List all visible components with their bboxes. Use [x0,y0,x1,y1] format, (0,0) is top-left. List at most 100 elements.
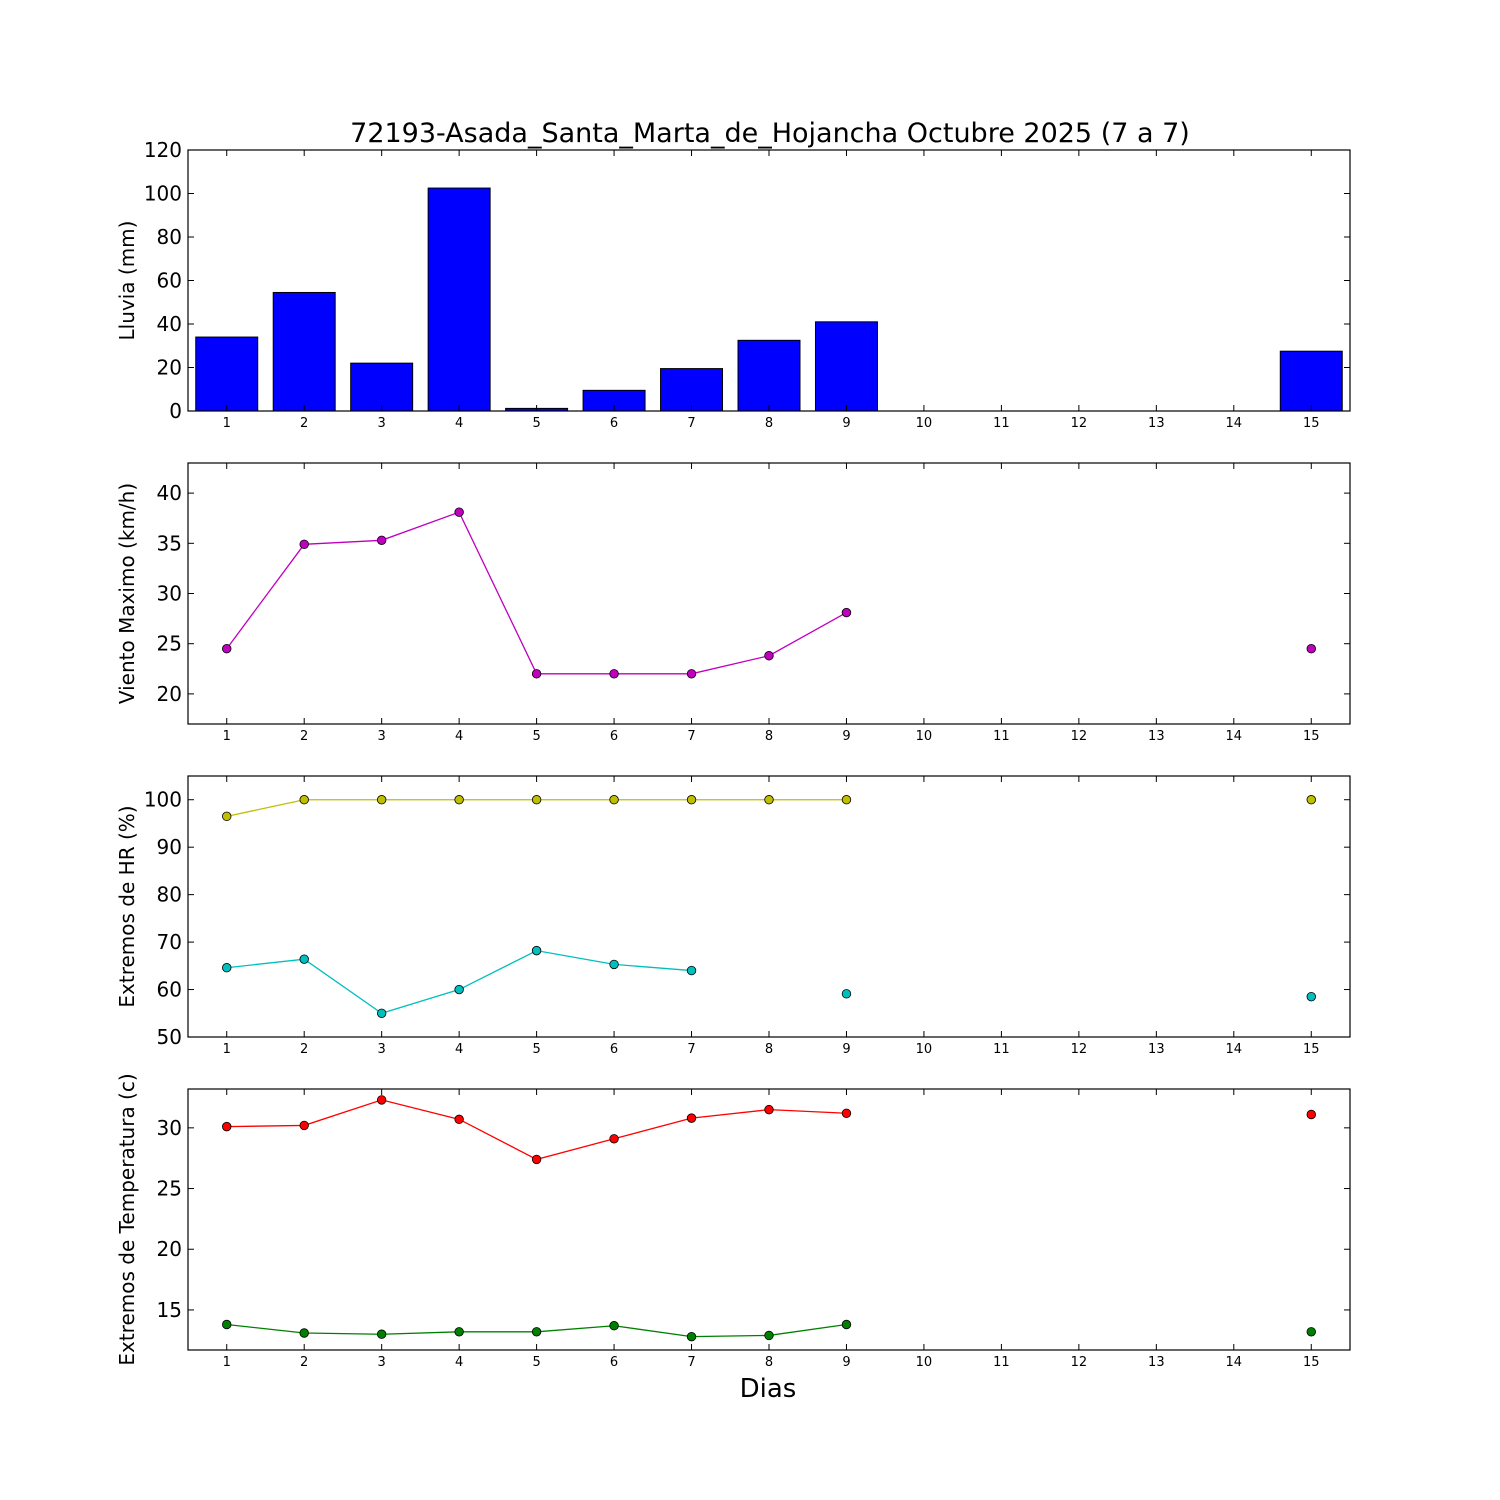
series-2-point-day-8 [764,1330,774,1341]
x-tick-label: 1 [223,416,231,431]
series-2-point-day-3 [376,1008,387,1018]
bar-day-2 [272,291,336,412]
panel-1: 1 2 3 4 5 6 7 8 9 10 11 12 13 14 15020406080100120Lluv… [115,138,1351,431]
bar-day-4 [427,187,491,412]
series-1-point-day-7 [686,1113,697,1123]
y-tick-label: 35 [157,531,182,555]
series-1-point-day-3 [376,1095,387,1105]
series-2-point-day-15 [1306,1327,1316,1337]
series-1-point-day-7 [686,795,697,805]
x-tick-label: 5 [532,1355,540,1370]
y-axis-label: Extremos de Temperatura (c) [115,1073,139,1365]
bar-day-7 [660,368,724,412]
x-tick-label: 6 [610,729,618,744]
y-tick-label: 30 [157,1116,182,1140]
x-tick-label: 3 [378,729,386,744]
x-tick-label: 2 [300,729,308,744]
series-2-point-day-1 [222,963,232,973]
series-1-point-day-5 [531,669,542,679]
y-tick-label: 80 [157,225,182,249]
series-1-point-day-6 [609,669,619,679]
series-1-point-day-8 [764,1104,774,1115]
x-tick-label: 12 [1071,1042,1088,1057]
x-tick-label: 8 [765,416,773,431]
series-2-point-day-2 [299,1328,309,1338]
x-tick-label: 15 [1303,729,1320,744]
x-tick-label: 6 [610,1355,618,1370]
series-1-point-day-2 [299,539,309,550]
bar-day-8 [737,339,801,412]
x-tick-label: 9 [842,729,850,744]
series-1-point-day-2 [299,795,309,805]
series-1-point-day-15 [1306,795,1316,805]
series-2-point-day-15 [1306,991,1316,1002]
x-tick-label: 6 [610,416,618,431]
series-1-point-day-1 [222,644,232,654]
bar-day-3 [350,362,414,412]
y-tick-label: 90 [157,835,182,859]
x-tick-label: 3 [378,1042,386,1057]
series-1-point-day-2 [299,1120,309,1131]
x-tick-label: 7 [687,416,695,431]
y-axis-label: Viento Maximo (km/h) [115,483,139,704]
x-tick-label: 13 [1148,729,1165,744]
x-tick-label: 10 [916,1042,933,1057]
x-tick-label: 3 [378,1355,386,1370]
series-1-point-day-9 [841,607,852,618]
series-1-point-day-8 [764,651,774,661]
x-tick-label: 4 [455,416,463,431]
x-tick-label: 1 [223,729,231,744]
series-1-point-day-4 [454,507,464,517]
series-2-point-day-3 [376,1329,387,1339]
x-tick-label: 9 [842,416,850,431]
x-tick-label: 2 [300,1355,308,1370]
x-tick-label: 7 [687,1355,695,1370]
panel-3: 1 2 3 4 5 6 7 8 9 10 11 12 13 14 155060708090100Extrem… [115,775,1351,1057]
x-tick-label: 15 [1303,1355,1320,1370]
y-axis-label: Extremos de HR (%) [115,805,139,1007]
x-tick-label: 12 [1071,1355,1088,1370]
series-1-point-day-6 [609,795,619,805]
x-tick-label: 13 [1148,1355,1165,1370]
series-1-point-day-15 [1306,644,1316,654]
series-1-line-1 [226,511,847,675]
series-2-point-day-6 [609,959,619,970]
y-tick-label: 100 [144,182,182,206]
x-tick-label: 11 [993,416,1010,431]
series-1-point-day-6 [609,1134,619,1144]
y-tick-label: 0 [169,399,182,423]
panels: 1 2 3 4 5 6 7 8 9 10 11 12 13 14 15020406080100120Lluv… [115,138,1351,1370]
bar-day-1 [195,336,259,412]
x-tick-label: 4 [455,1042,463,1057]
x-tick-label: 15 [1303,416,1320,431]
x-tick-label: 8 [765,1355,773,1370]
y-axis-label: Lluvia (mm) [115,221,139,341]
bar-day-9 [814,321,878,412]
series-1-point-day-4 [454,795,464,805]
chart-title: 72193-Asada_Santa_Marta_de_Hojancha Octu… [350,118,1190,149]
x-tick-label: 3 [378,416,386,431]
x-tick-label: 11 [993,1355,1010,1370]
series-2-point-day-1 [222,1319,232,1330]
y-tick-label: 40 [157,312,182,336]
x-tick-label: 12 [1071,729,1088,744]
y-tick-label: 25 [157,1177,182,1201]
bar-day-15 [1279,350,1343,412]
series-1-point-day-9 [841,1108,852,1118]
x-tick-label: 14 [1226,416,1243,431]
series-2-point-day-5 [531,945,542,956]
series-1-point-day-8 [764,795,774,805]
x-tick-label: 8 [765,1042,773,1057]
x-tick-label: 2 [300,1042,308,1057]
series-2-point-day-9 [841,989,852,999]
y-tick-label: 40 [157,481,182,505]
x-tick-label: 7 [687,1042,695,1057]
y-tick-label: 120 [144,138,182,162]
series-2-point-day-7 [686,1331,697,1342]
x-tick-label: 9 [842,1042,850,1057]
x-tick-label: 14 [1226,729,1243,744]
series-1-point-day-1 [222,1121,232,1132]
x-tick-label: 7 [687,729,695,744]
